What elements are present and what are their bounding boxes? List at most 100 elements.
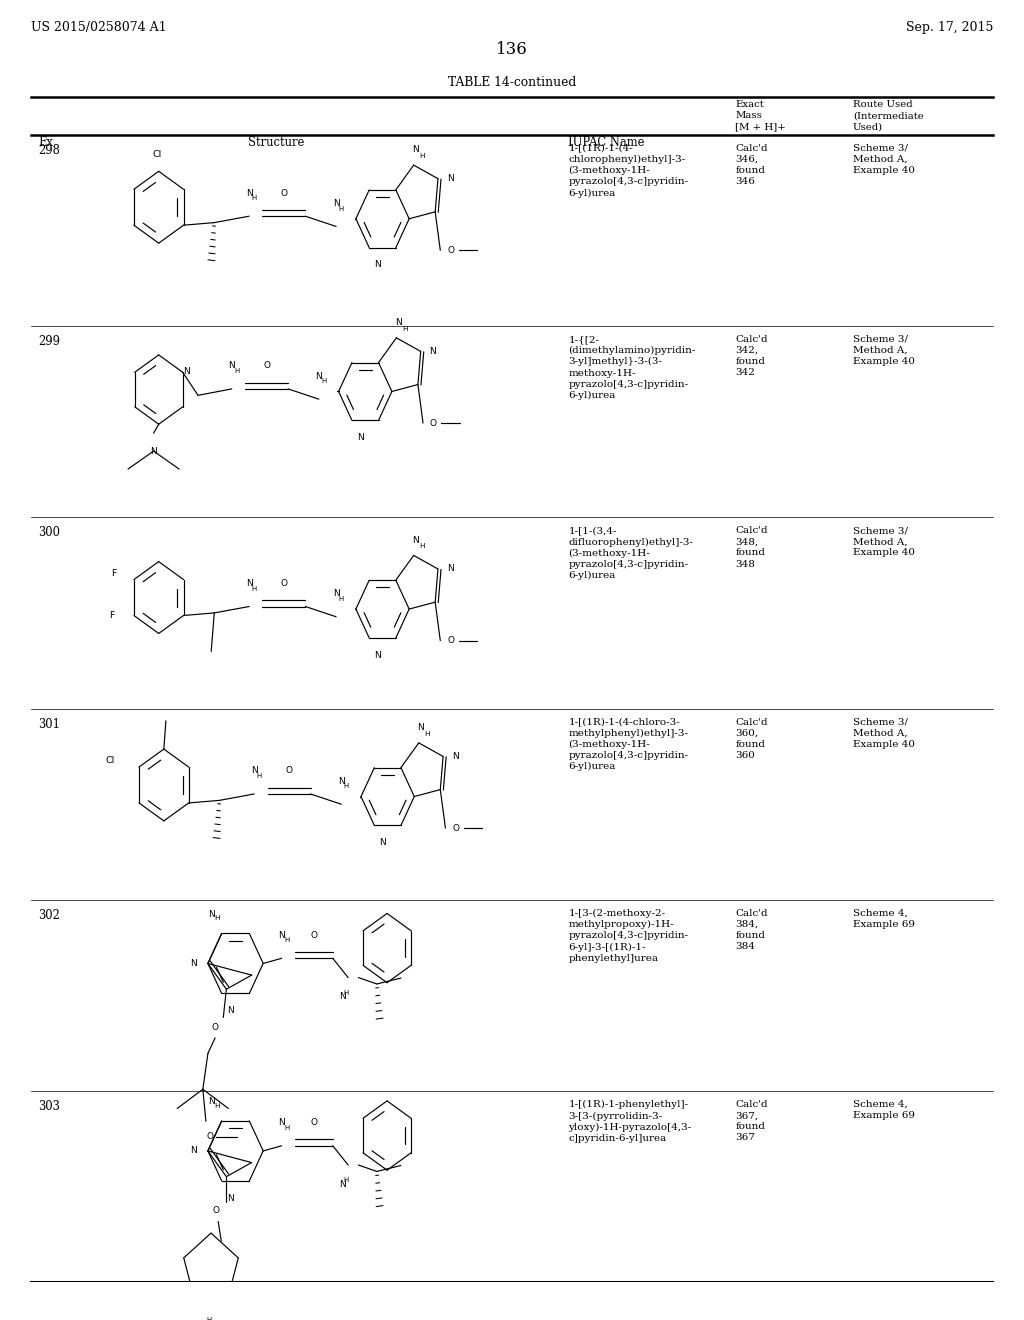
Text: N: N: [227, 1006, 233, 1015]
Text: N: N: [182, 367, 189, 376]
Text: Structure: Structure: [248, 136, 305, 149]
Text: Cl: Cl: [105, 756, 115, 766]
Text: N: N: [151, 446, 157, 455]
Text: N: N: [339, 993, 345, 1002]
Text: 1-[3-(2-methoxy-2-
methylpropoxy)-1H-
pyrazolo[4,3-c]pyridin-
6-yl]-3-[(1R)-1-
p: 1-[3-(2-methoxy-2- methylpropoxy)-1H- py…: [568, 909, 688, 962]
Text: Calc'd
360,
found
360: Calc'd 360, found 360: [735, 718, 768, 760]
Text: 1-[(1R)-1-(4-
chlorophenyl)ethyl]-3-
(3-methoxy-1H-
pyrazolo[4,3-c]pyridin-
6-yl: 1-[(1R)-1-(4- chlorophenyl)ethyl]-3- (3-…: [568, 144, 688, 198]
Text: H: H: [322, 379, 327, 384]
Text: N: N: [279, 931, 285, 940]
Text: 302: 302: [38, 909, 59, 921]
Text: Exact
Mass
[M + H]+: Exact Mass [M + H]+: [735, 100, 786, 131]
Text: N: N: [452, 752, 459, 760]
Text: N: N: [190, 1147, 197, 1155]
Text: 300: 300: [38, 527, 59, 540]
Text: H: H: [424, 731, 430, 737]
Text: H: H: [339, 595, 344, 602]
Text: N: N: [279, 1118, 285, 1127]
Text: 1-[1-(3,4-
difluorophenyl)ethyl]-3-
(3-methoxy-1H-
pyrazolo[4,3-c]pyridin-
6-yl): 1-[1-(3,4- difluorophenyl)ethyl]-3- (3-m…: [568, 527, 693, 579]
Text: H: H: [214, 915, 219, 921]
Text: N: N: [333, 589, 340, 598]
Text: N: N: [208, 909, 215, 919]
Text: N: N: [228, 362, 236, 371]
Text: Ex: Ex: [38, 136, 53, 149]
Text: H: H: [207, 1317, 212, 1320]
Text: N: N: [190, 958, 197, 968]
Text: N: N: [251, 767, 258, 775]
Text: O: O: [263, 362, 270, 371]
Text: N: N: [338, 776, 345, 785]
Text: US 2015/0258074 A1: US 2015/0258074 A1: [31, 21, 166, 33]
Text: O: O: [286, 767, 293, 775]
Text: N: N: [430, 347, 436, 356]
Text: H: H: [252, 586, 257, 591]
Text: H: H: [234, 368, 240, 374]
Text: N: N: [413, 145, 419, 154]
Text: Scheme 3/
Method A,
Example 40: Scheme 3/ Method A, Example 40: [853, 527, 915, 557]
Text: 1-[(1R)-1-(4-chloro-3-
methylphenyl)ethyl]-3-
(3-methoxy-1H-
pyrazolo[4,3-c]pyri: 1-[(1R)-1-(4-chloro-3- methylphenyl)ethy…: [568, 718, 688, 771]
Text: O: O: [281, 579, 288, 587]
Text: N: N: [339, 1180, 345, 1189]
Text: F: F: [109, 611, 114, 620]
Text: N: N: [356, 433, 364, 442]
Text: N: N: [418, 723, 424, 733]
Text: N: N: [413, 536, 419, 545]
Text: N: N: [227, 1193, 233, 1203]
Text: N: N: [315, 372, 323, 380]
Text: H: H: [419, 153, 425, 160]
Text: Scheme 3/
Method A,
Example 40: Scheme 3/ Method A, Example 40: [853, 144, 915, 174]
Text: Sep. 17, 2015: Sep. 17, 2015: [906, 21, 993, 33]
Text: O: O: [447, 246, 454, 255]
Text: O: O: [281, 189, 288, 198]
Text: O: O: [207, 1133, 213, 1142]
Text: N: N: [395, 318, 401, 327]
Text: O: O: [213, 1205, 219, 1214]
Text: Calc'd
384,
found
384: Calc'd 384, found 384: [735, 909, 768, 952]
Text: Calc'd
367,
found
367: Calc'd 367, found 367: [735, 1100, 768, 1142]
Text: 136: 136: [496, 41, 528, 58]
Text: Scheme 4,
Example 69: Scheme 4, Example 69: [853, 909, 915, 929]
Text: 1-[(1R)-1-phenylethyl]-
3-[3-(pyrrolidin-3-
yloxy)-1H-pyrazolo[4,3-
c]pyridin-6-: 1-[(1R)-1-phenylethyl]- 3-[3-(pyrrolidin…: [568, 1100, 691, 1143]
Text: H: H: [252, 195, 257, 201]
Text: TABLE 14-continued: TABLE 14-continued: [447, 75, 577, 88]
Text: Scheme 4,
Example 69: Scheme 4, Example 69: [853, 1100, 915, 1121]
Text: H: H: [339, 206, 344, 211]
Text: H: H: [419, 544, 425, 549]
Text: N: N: [246, 189, 253, 198]
Text: Scheme 3/
Method A,
Example 40: Scheme 3/ Method A, Example 40: [853, 335, 915, 366]
Text: H: H: [284, 937, 290, 944]
Text: H: H: [257, 774, 262, 779]
Text: N: N: [379, 838, 386, 847]
Text: N: N: [246, 579, 253, 587]
Text: H: H: [343, 1177, 349, 1184]
Text: N: N: [208, 1097, 215, 1106]
Text: Scheme 3/
Method A,
Example 40: Scheme 3/ Method A, Example 40: [853, 718, 915, 748]
Text: O: O: [310, 1118, 317, 1127]
Text: O: O: [447, 636, 454, 645]
Text: N: N: [446, 565, 454, 573]
Text: N: N: [374, 651, 381, 660]
Text: 298: 298: [38, 144, 59, 157]
Text: H: H: [401, 326, 408, 331]
Text: 1-{[2-
(dimethylamino)pyridin-
3-yl]methyl}-3-(3-
methoxy-1H-
pyrazolo[4,3-c]pyr: 1-{[2- (dimethylamino)pyridin- 3-yl]meth…: [568, 335, 695, 400]
Text: Calc'd
348,
found
348: Calc'd 348, found 348: [735, 527, 768, 569]
Text: 301: 301: [38, 718, 59, 730]
Text: H: H: [214, 1102, 219, 1109]
Text: Cl: Cl: [152, 150, 162, 160]
Text: Calc'd
342,
found
342: Calc'd 342, found 342: [735, 335, 768, 378]
Text: H: H: [344, 783, 349, 789]
Text: H: H: [343, 990, 349, 997]
Text: O: O: [453, 824, 459, 833]
Text: N: N: [446, 174, 454, 183]
Text: O: O: [310, 931, 317, 940]
Text: O: O: [212, 1023, 218, 1032]
Text: 303: 303: [38, 1100, 59, 1113]
Text: O: O: [430, 418, 437, 428]
Text: Route Used
(Intermediate
Used): Route Used (Intermediate Used): [853, 100, 924, 131]
Text: N: N: [333, 199, 340, 207]
Text: H: H: [284, 1125, 290, 1131]
Text: F: F: [111, 569, 116, 578]
Text: 299: 299: [38, 335, 59, 348]
Text: IUPAC Name: IUPAC Name: [568, 136, 645, 149]
Text: N: N: [374, 260, 381, 269]
